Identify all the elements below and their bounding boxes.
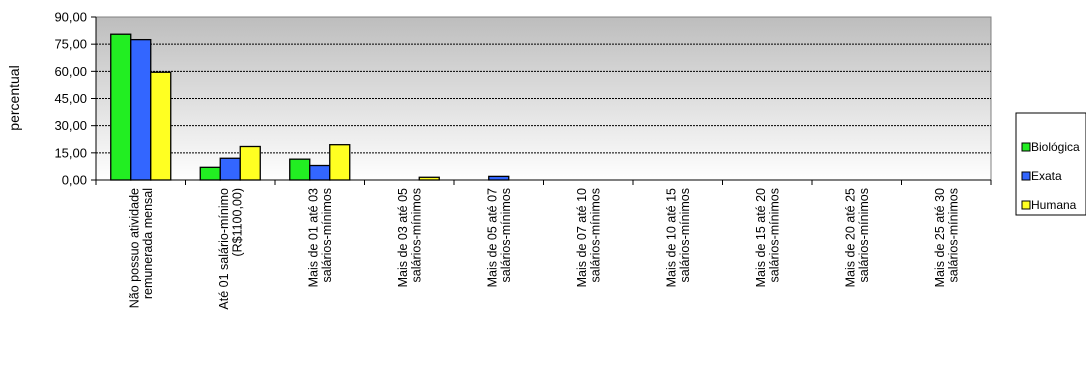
x-tick-label-line: Não possuo atividade — [128, 188, 142, 308]
y-tick-label: 0,00 — [62, 173, 87, 188]
x-tick-label: Mais de 03 até 05 salários-mínimos — [396, 188, 424, 287]
x-tick-label-line: salários-mínimos — [499, 188, 513, 282]
x-tick-label-line: salários-mínimos — [947, 188, 961, 282]
legend-label-biológica: Biológica — [1031, 140, 1080, 154]
y-tick-label: 75,00 — [54, 37, 87, 52]
x-tick-label: Mais de 25 até 30 salários-mínimos — [933, 188, 961, 287]
x-tick-label-line: salários-mínimos — [589, 188, 603, 282]
y-tick-labels: 0,00 15,00 30,00 45,00 60,00 75,00 90,00 — [54, 10, 96, 188]
x-tick-label-line: salários-mínimos — [678, 188, 692, 282]
bar-biológica-0 — [110, 33, 132, 181]
x-tick-label: Mais de 15 até 20 salários-mínimos — [754, 188, 782, 287]
x-tick-label-line: salários-mínimos — [320, 188, 334, 282]
x-tick-label-line: Mais de 03 até 05 — [396, 188, 410, 287]
x-tick-label-line: Mais de 10 até 15 — [665, 188, 679, 287]
bar-exata-0 — [130, 38, 152, 181]
bar-biológica-1 — [199, 166, 221, 181]
x-tick-label: Mais de 07 até 10 salários-mínimos — [575, 188, 603, 287]
bar-humana-1 — [239, 145, 261, 181]
bar-exata-2 — [309, 164, 331, 181]
x-tick-label: Não possuo atividade remunerada mensal — [128, 188, 156, 308]
x-tick-labels: Não possuo atividade remunerada mensal Até… — [95, 180, 992, 310]
bar-humana-0 — [150, 71, 172, 181]
x-tick-label-line: Até 01 salário-mínimo — [217, 188, 231, 310]
bar-exata-4 — [488, 175, 510, 181]
y-tick-label: 45,00 — [54, 91, 87, 106]
legend-box — [1015, 112, 1086, 216]
bar-humana-2 — [329, 144, 351, 181]
legend: Biológica Exata Humana — [1015, 112, 1086, 216]
bar-exata-1 — [219, 157, 241, 181]
x-tick-label-line: salários-mínimos — [768, 188, 782, 282]
gridlines — [96, 43, 991, 154]
legend-swatch-exata — [1021, 171, 1031, 181]
legend-label-humana: Humana — [1031, 198, 1077, 212]
x-tick-label-line: Mais de 05 até 07 — [486, 188, 500, 287]
x-tick-label-line: Mais de 25 até 30 — [933, 188, 947, 287]
legend-label-exata: Exata — [1031, 169, 1062, 183]
y-tick-label: 60,00 — [54, 64, 87, 79]
y-tick-label: 30,00 — [54, 118, 87, 133]
y-tick-label: 90,00 — [54, 10, 87, 25]
x-tick-label: Mais de 10 até 15 salários-mínimos — [665, 188, 693, 287]
bars — [110, 33, 510, 181]
x-tick-label: Mais de 20 até 25 salários-mínimos — [844, 188, 872, 287]
x-tick-label: Mais de 01 até 03 salários-mínimos — [307, 188, 335, 287]
x-tick-label-line: salários-mínimos — [857, 188, 871, 282]
y-axis-label: percentual — [6, 65, 22, 130]
x-tick-label: Até 01 salário-mínimo (R$1100,00) — [217, 188, 245, 310]
x-tick-label-line: Mais de 20 até 25 — [844, 188, 858, 287]
bar-biológica-2 — [289, 158, 311, 181]
x-tick-label-line: salários-mínimos — [410, 188, 424, 282]
x-tick-label-line: Mais de 01 até 03 — [307, 188, 321, 287]
x-tick-label-line: (R$1100,00) — [231, 188, 245, 257]
legend-swatch-humana — [1021, 200, 1031, 210]
x-tick-label-line: Mais de 07 até 10 — [575, 188, 589, 287]
y-tick-label: 15,00 — [54, 145, 87, 160]
x-tick-label-line: remunerada mensal — [141, 188, 155, 299]
x-tick-label: Mais de 05 até 07 salários-mínimos — [486, 188, 514, 287]
x-tick-label-line: Mais de 15 até 20 — [754, 188, 768, 287]
legend-swatch-biológica — [1021, 142, 1031, 152]
